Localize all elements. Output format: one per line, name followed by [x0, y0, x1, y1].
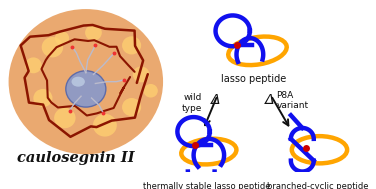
Text: thermally stable lasso peptide: thermally stable lasso peptide	[143, 181, 271, 189]
Ellipse shape	[93, 114, 117, 137]
Ellipse shape	[66, 71, 106, 107]
Ellipse shape	[42, 37, 63, 57]
Ellipse shape	[85, 25, 102, 41]
Ellipse shape	[55, 31, 69, 45]
Ellipse shape	[122, 36, 141, 54]
Ellipse shape	[71, 77, 85, 87]
Ellipse shape	[9, 9, 163, 154]
Ellipse shape	[25, 57, 42, 73]
Ellipse shape	[144, 84, 158, 98]
Ellipse shape	[54, 108, 76, 128]
Text: wild
type: wild type	[182, 94, 202, 113]
Text: Δ: Δ	[211, 93, 220, 107]
Ellipse shape	[122, 98, 141, 116]
Ellipse shape	[33, 89, 52, 107]
Text: P8A
variant: P8A variant	[277, 91, 309, 110]
Text: caulosegnin II: caulosegnin II	[17, 151, 135, 165]
Ellipse shape	[133, 67, 150, 82]
Text: Δ: Δ	[265, 93, 274, 107]
Text: branched-cyclic peptide: branched-cyclic peptide	[267, 181, 368, 189]
Text: lasso peptide: lasso peptide	[221, 74, 286, 84]
